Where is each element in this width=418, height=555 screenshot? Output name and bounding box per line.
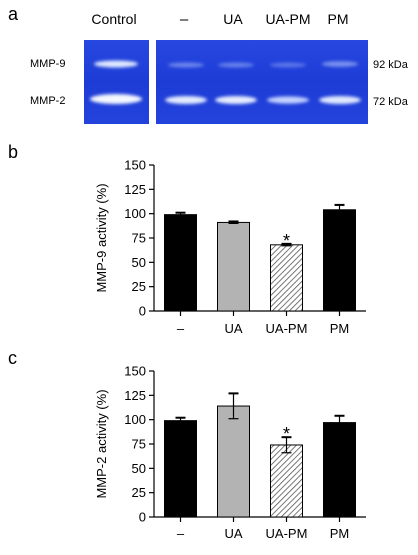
mmp9-category-label: – [177, 321, 185, 336]
mmp2-y-tick-label: 150 [124, 364, 146, 379]
gel-band-control-mmp2 [90, 94, 142, 104]
gel-column-label-untreated: – [180, 11, 189, 28]
mmp9-category-label: PM [330, 321, 350, 336]
mmp9-bar [323, 209, 356, 312]
mmp2-significance-marker: * [283, 424, 290, 444]
gel-panel: Control – UA UA-PM PM MMP-9 MMP-2 92 kDa… [30, 11, 409, 124]
mmp9-significance-marker: * [283, 231, 290, 251]
mmp2-bar [270, 444, 303, 518]
mmp9-category-label: UA [224, 321, 242, 336]
gel-band-label-mmp2: MMP-2 [30, 95, 65, 107]
gel-band-pm-mmp2 [319, 96, 361, 104]
gel-band-untreated-mmp2 [165, 96, 207, 104]
mmp9-y-tick-label: 125 [124, 182, 146, 197]
gel-kda-label-72: 72 kDa [373, 96, 409, 108]
mmp9-y-tick-label: 75 [132, 231, 146, 246]
mmp9-category-label: UA-PM [266, 321, 308, 336]
gel-column-label-pm: PM [328, 11, 349, 27]
panel-label-a: a [8, 4, 19, 24]
mmp2-y-tick-label: 100 [124, 412, 146, 427]
mmp2-y-tick-label: 125 [124, 388, 146, 403]
mmp9-bar [164, 214, 197, 312]
mmp2-category-label: PM [330, 526, 350, 541]
gel-band-untreated-mmp9 [168, 62, 204, 68]
mmp2-y-tick-label: 75 [132, 437, 146, 452]
mmp2-bar [323, 422, 356, 518]
mmp2-category-label: UA [224, 526, 242, 541]
mmp2-bar [217, 405, 250, 518]
chart-mmp2-activity: MMP-2 activity (%) 0 25 50 75 100 125 150 – UA * UA… [94, 364, 366, 541]
mmp2-bar [164, 420, 197, 518]
chart-mmp9-activity: MMP-9 activity (%) 0 25 50 75 100 125 150 – UA * UA… [94, 158, 366, 336]
gel-band-label-mmp9: MMP-9 [30, 58, 65, 70]
panel-label-b: b [8, 142, 18, 162]
gel-column-label-ua: UA [223, 11, 243, 27]
gel-band-pm-mmp9 [322, 61, 358, 67]
gel-band-ua-pm-mmp2 [267, 96, 309, 104]
mmp9-y-tick-label: 150 [124, 158, 146, 173]
mmp2-y-tick-label: 50 [132, 461, 146, 476]
mmp9-y-axis-label: MMP-9 activity (%) [94, 183, 109, 292]
mmp9-y-tick-label: 25 [132, 279, 146, 294]
mmp2-y-tick-label: 25 [132, 485, 146, 500]
gel-kda-label-92: 92 kDa [373, 59, 409, 71]
mmp2-category-label: – [177, 526, 185, 541]
gel-band-ua-pm-mmp9 [270, 62, 306, 68]
gel-sample-lanes [156, 40, 368, 124]
panel-label-c: c [8, 348, 17, 368]
gel-band-ua-mmp9 [218, 62, 254, 68]
mmp9-bar [270, 244, 303, 312]
mmp2-y-tick-label: 0 [139, 510, 146, 525]
mmp2-y-axis-label: MMP-2 activity (%) [94, 389, 109, 498]
mmp2-category-label: UA-PM [266, 526, 308, 541]
mmp9-bar [217, 221, 250, 312]
mmp9-y-tick-label: 100 [124, 206, 146, 221]
mmp9-y-tick-label: 0 [139, 304, 146, 319]
gel-control-lane [84, 40, 149, 124]
gel-column-label-ua-pm: UA-PM [265, 11, 310, 27]
gel-band-ua-mmp2 [215, 96, 257, 104]
mmp9-y-tick-label: 50 [132, 255, 146, 270]
gel-band-control-mmp9 [94, 60, 138, 68]
gel-column-label-control: Control [91, 11, 136, 27]
